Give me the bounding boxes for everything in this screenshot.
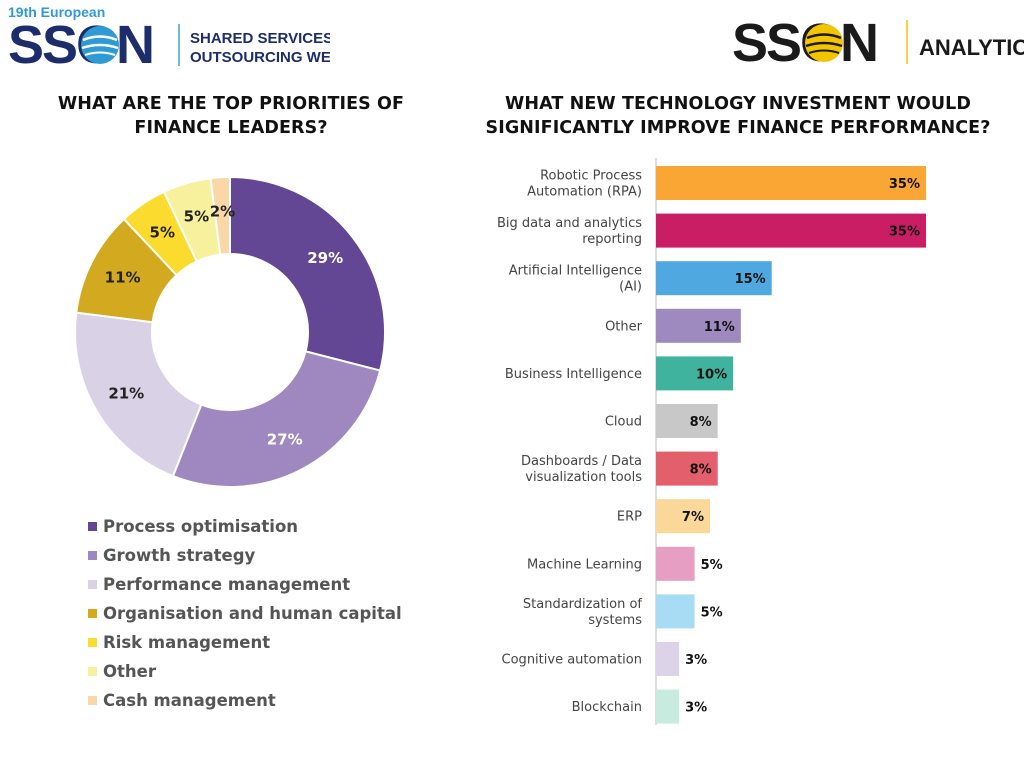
- donut-slice-label: 5%: [150, 223, 175, 241]
- donut-legend: Process optimisation Growth strategy Perfo…: [88, 512, 402, 715]
- bar-value-label: 35%: [889, 177, 920, 192]
- legend-swatch: [88, 522, 97, 531]
- donut-slice-label: 27%: [267, 430, 303, 448]
- bar-value-label: 10%: [696, 367, 727, 382]
- bar-value-label: 3%: [685, 701, 707, 716]
- legend-label: Risk management: [103, 633, 271, 652]
- donut-slice: [209, 175, 231, 256]
- bar: [656, 308, 741, 343]
- logo-wordmark: SSON: [8, 15, 153, 75]
- legend-swatch: [88, 551, 97, 560]
- bar-category-label: Cognitive automation: [502, 653, 642, 668]
- donut-slice-label: 2%: [210, 203, 235, 221]
- legend-item: Organisation and human capital: [88, 599, 402, 628]
- bar: [656, 689, 680, 724]
- bar-category-label: Standardization of: [523, 597, 643, 612]
- bar-category-label: Artificial Intelligence: [509, 264, 642, 279]
- donut-chart-title: WHAT ARE THE TOP PRIORITIES OF FINANCE L…: [57, 94, 405, 138]
- bar: [656, 451, 718, 486]
- logo-event-line1: SHARED SERVICES &: [190, 30, 330, 47]
- bar: [656, 642, 680, 676]
- globe-icon: [81, 26, 119, 64]
- bar-chart-title: WHAT NEW TECHNOLOGY INVESTMENT WOULD SIG…: [485, 94, 991, 138]
- bar: [656, 261, 772, 296]
- bar-category-label: Automation (RPA): [527, 185, 642, 200]
- bar: [656, 594, 695, 629]
- legend-label: Cash management: [103, 691, 276, 710]
- legend-swatch: [88, 609, 97, 618]
- legend-label: Growth strategy: [103, 546, 256, 565]
- bar-category-label: Business Intelligence: [505, 367, 642, 382]
- sson-analytics-logo: SSON ANALYTICS: [732, 13, 1024, 73]
- bar-value-label: 11%: [704, 320, 735, 335]
- bar: [656, 166, 926, 200]
- legend-item: Other: [88, 657, 402, 686]
- bar-category-label: Blockchain: [572, 700, 642, 715]
- bar-category-label: (AI): [619, 280, 642, 295]
- bar-category-label: Robotic Process: [540, 169, 642, 184]
- legend-item: Performance management: [88, 570, 402, 599]
- yellow-globe-icon: [805, 24, 843, 62]
- legend-label: Process optimisation: [103, 517, 299, 536]
- legend-swatch: [88, 580, 97, 589]
- bar: [656, 546, 695, 581]
- bar-value-label: 5%: [701, 605, 723, 620]
- donut-slice: [171, 350, 382, 488]
- bar-category-label: Dashboards / Data: [521, 454, 642, 469]
- donut-slice-label: 11%: [105, 268, 141, 286]
- bar: [656, 499, 710, 534]
- bar-category-label: Other: [605, 319, 643, 334]
- bar-value-label: 35%: [889, 225, 920, 240]
- legend-item: Cash management: [88, 686, 402, 715]
- bar-category-label: Cloud: [605, 415, 642, 430]
- legend-item: Risk management: [88, 628, 402, 657]
- sson-europe-logo: 19th European SSON SHARED SERVICES & OUT…: [8, 4, 330, 75]
- bar-category-label: ERP: [617, 510, 642, 525]
- legend-swatch: [88, 638, 97, 647]
- bar-value-label: 15%: [735, 272, 766, 287]
- bar-category-label: Big data and analytics: [497, 216, 642, 231]
- bar-value-label: 3%: [685, 653, 707, 668]
- legend-item: Process optimisation: [88, 512, 402, 541]
- bar-value-label: 8%: [690, 463, 712, 478]
- legend-label: Performance management: [103, 575, 351, 594]
- bar-value-label: 7%: [682, 510, 704, 525]
- donut-slice-label: 5%: [184, 207, 209, 225]
- legend-label: Organisation and human capital: [103, 604, 402, 623]
- logo-edition-text: 19th European: [8, 4, 105, 20]
- donut-slice: [74, 311, 203, 478]
- donut-slice-label: 29%: [307, 249, 343, 267]
- legend-swatch: [88, 696, 97, 705]
- legend-label: Other: [103, 662, 156, 681]
- bar-category-label: reporting: [582, 232, 642, 247]
- donut-chart: 29%27%21%11%5%5% 2%: [74, 175, 386, 488]
- bar-category-label: visualization tools: [525, 470, 642, 485]
- logo-analytics-label: ANALYTICS: [919, 35, 1024, 60]
- legend-item: Growth strategy: [88, 541, 402, 570]
- logo-analytics-wordmark: SSON: [732, 13, 877, 73]
- donut-slice-label: 21%: [108, 384, 144, 402]
- header: 19th European SSON SHARED SERVICES & OUT…: [0, 0, 1024, 80]
- bar-category-label: systems: [588, 613, 642, 628]
- bar-value-label: 5%: [701, 558, 723, 573]
- legend-swatch: [88, 667, 97, 676]
- bar-category-label: Machine Learning: [527, 557, 642, 572]
- bar: [656, 213, 926, 248]
- bar: [656, 356, 734, 391]
- logo-event-line2: OUTSOURCING WEEK: [190, 49, 330, 66]
- bar: [656, 404, 718, 438]
- donut-slice: [229, 175, 386, 372]
- bar-value-label: 8%: [690, 415, 712, 430]
